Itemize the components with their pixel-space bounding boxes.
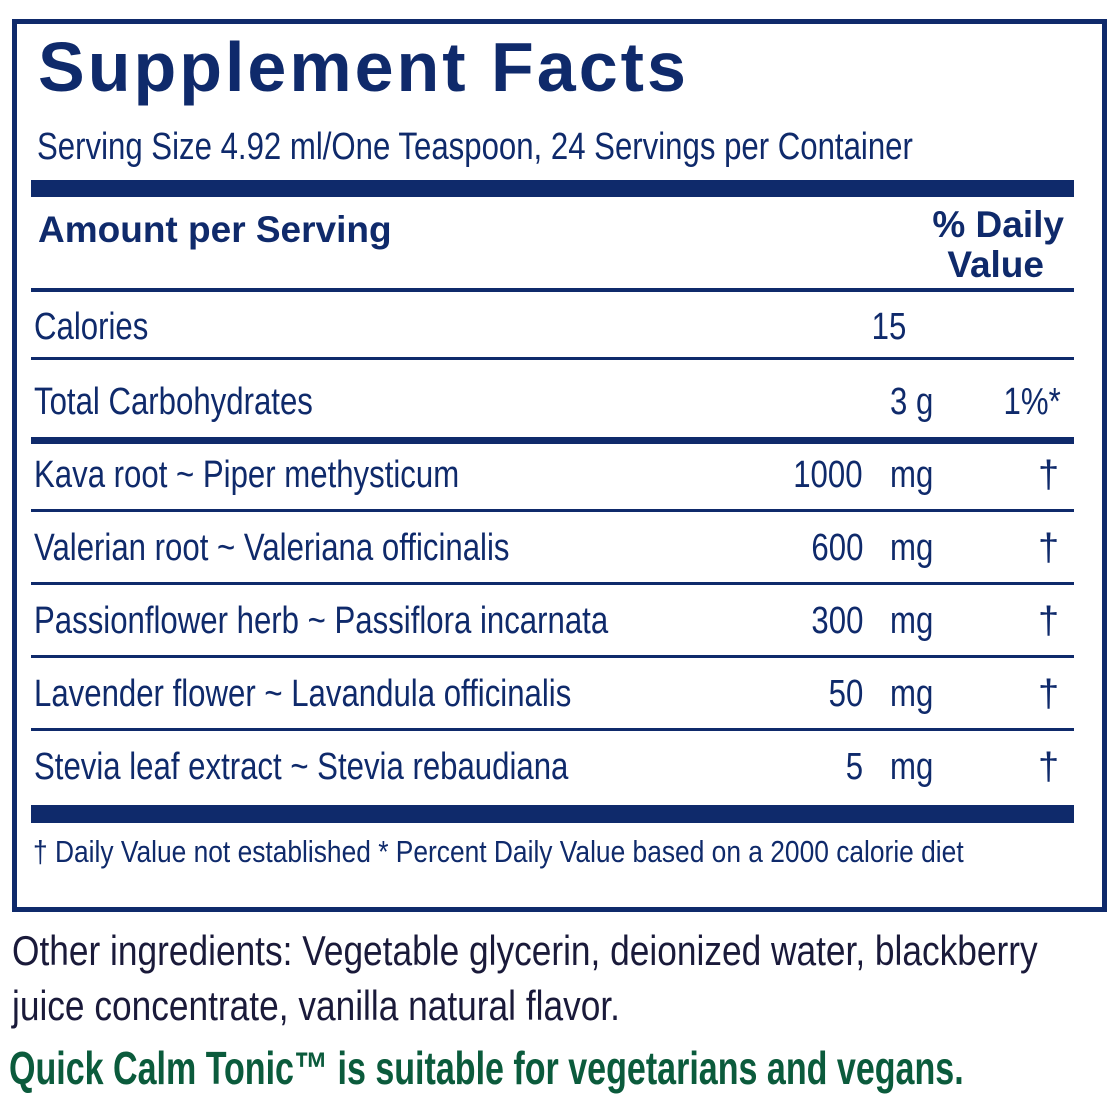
divider-thick: [31, 805, 1074, 823]
divider-thick: [31, 437, 1074, 444]
divider: [31, 509, 1074, 512]
ingredient-unit: mg: [890, 454, 934, 496]
daily-value-header: % Daily Value: [932, 205, 1064, 285]
panel-title: Supplement Facts: [38, 28, 689, 106]
divider: [31, 728, 1074, 731]
other-ingredients-line2: juice concentrate, vanilla natural flavo…: [12, 982, 620, 1029]
serving-size: Serving Size 4.92 ml/One Teaspoon, 24 Se…: [37, 126, 913, 168]
divider-thick: [31, 180, 1074, 197]
ingredient-name: Passionflower herb ~ Passiflora incarnat…: [34, 600, 609, 642]
carbs-daily-value: 1%*: [1003, 381, 1061, 423]
ingredient-unit: mg: [890, 527, 934, 569]
calories-value: 15: [871, 306, 906, 348]
divider: [31, 582, 1074, 585]
ingredient-daily-value: †: [1038, 600, 1060, 642]
calories-label: Calories: [34, 306, 149, 348]
ingredient-amount: 600: [811, 527, 863, 569]
vegan-statement: Quick Calm Tonic™ is suitable for vegeta…: [9, 1042, 964, 1094]
carbs-label: Total Carbohydrates: [34, 381, 313, 423]
ingredient-name: Kava root ~ Piper methysticum: [34, 454, 460, 496]
ingredient-name: Stevia leaf extract ~ Stevia rebaudiana: [34, 746, 569, 788]
ingredient-daily-value: †: [1038, 454, 1060, 496]
ingredient-unit: mg: [890, 600, 934, 642]
ingredient-name: Lavender flower ~ Lavandula officinalis: [34, 673, 572, 715]
ingredient-amount: 5: [845, 746, 863, 788]
amount-per-serving-header: Amount per Serving: [38, 209, 392, 250]
ingredient-amount: 50: [828, 673, 863, 715]
ingredient-daily-value: †: [1038, 746, 1060, 788]
other-ingredients-line1: Other ingredients: Vegetable glycerin, d…: [12, 927, 1038, 974]
ingredient-name: Valerian root ~ Valeriana officinalis: [34, 527, 510, 569]
divider: [31, 357, 1074, 360]
ingredient-unit: mg: [890, 673, 934, 715]
footnote: † Daily Value not established * Percent …: [33, 834, 964, 869]
daily-value-header-line2: Value: [947, 244, 1044, 285]
ingredient-daily-value: †: [1038, 527, 1060, 569]
ingredient-amount: 300: [811, 600, 863, 642]
divider: [31, 288, 1074, 292]
daily-value-header-line1: % Daily: [932, 204, 1064, 245]
carbs-amount: 3 g: [890, 381, 934, 423]
ingredient-amount: 1000: [793, 454, 863, 496]
supplement-facts-panel: [12, 19, 1107, 912]
divider: [31, 655, 1074, 658]
ingredient-unit: mg: [890, 746, 934, 788]
ingredient-daily-value: †: [1038, 673, 1060, 715]
